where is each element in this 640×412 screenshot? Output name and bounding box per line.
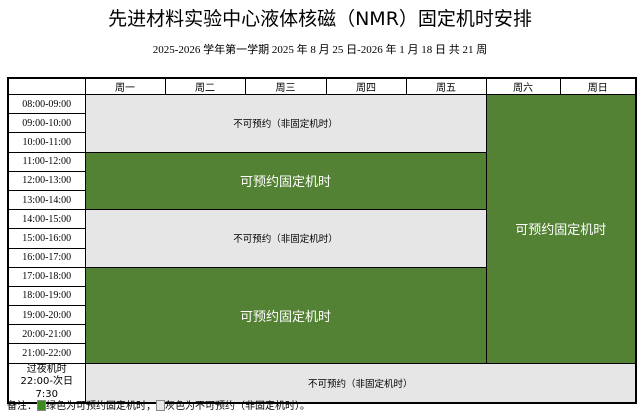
time-cell: 18:00-19:00: [7, 285, 86, 307]
time-cell: 10:00-11:00: [7, 132, 86, 153]
available-block: 可预约固定机时: [84, 266, 487, 364]
day-header: 周三: [244, 77, 327, 95]
overnight-time-end: 7:30: [35, 388, 58, 400]
time-cell: 12:00-13:00: [7, 170, 86, 191]
weekend-available-block: 可预约固定机时: [485, 94, 637, 364]
time-cell: 08:00-09:00: [7, 93, 86, 115]
time-cell: 19:00-20:00: [7, 305, 86, 326]
page-subtitle: 2025-2026 学年第一学期 2025 年 8 月 25 日-2026 年 …: [152, 44, 488, 56]
schedule-table: 周一 周二 周三 周四 周五 周六 周日 08:00-09:00 不可预约（非固…: [7, 77, 637, 404]
unavailable-block: 不可预约（非固定机时）: [84, 94, 487, 153]
header-row: 周一 周二 周三 周四 周五 周六 周日: [7, 77, 637, 95]
overnight-unavailable-block: 不可预约（非固定机时）: [84, 362, 637, 404]
overnight-time: 22:00-次日: [20, 376, 73, 388]
note-gray: 灰色为不可预约（非固定机时）。: [165, 401, 310, 412]
overnight-cell: 过夜机时 22:00-次日 7:30: [7, 362, 86, 404]
day-header: 周二: [164, 77, 246, 95]
day-header: 周五: [405, 77, 487, 95]
unavailable-block: 不可预约（非固定机时）: [84, 209, 487, 268]
day-header: 周四: [325, 77, 407, 95]
page-title: 先进材料实验中心液体核磁（NMR）固定机时安排: [108, 8, 532, 30]
corner-cell: [7, 77, 86, 95]
day-header: 周六: [485, 77, 561, 95]
green-swatch: [37, 400, 46, 411]
note-prefix: 备注：: [7, 401, 37, 412]
time-cell: 13:00-14:00: [7, 189, 86, 211]
time-cell: 09:00-10:00: [7, 113, 86, 134]
note-green: 绿色为可预约固定机时；: [46, 401, 156, 412]
time-cell: 20:00-21:00: [7, 324, 86, 345]
time-cell: 15:00-16:00: [7, 228, 86, 249]
time-cell: 11:00-12:00: [7, 151, 86, 172]
time-cell: 14:00-15:00: [7, 209, 86, 230]
time-cell: 21:00-22:00: [7, 343, 86, 364]
day-header: 周日: [559, 77, 637, 95]
time-cell: 16:00-17:00: [7, 247, 86, 268]
time-cell: 17:00-18:00: [7, 266, 86, 287]
day-header: 周一: [84, 77, 166, 95]
overnight-label: 过夜机时: [26, 363, 67, 375]
gray-swatch: [156, 400, 165, 411]
available-block: 可预约固定机时: [84, 151, 487, 211]
